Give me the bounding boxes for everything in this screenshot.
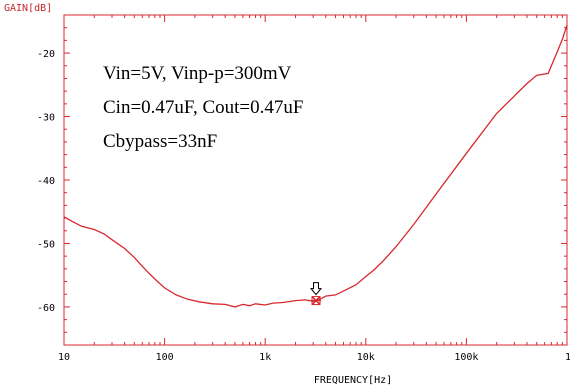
axis-ticks: -20 -30 -40 -50 -60 10 100 1k 10k 100k 1M <box>37 15 570 363</box>
y-tick-label: -50 <box>37 239 55 250</box>
annotation-line-3: Cbypass=33nF <box>103 131 217 152</box>
x-tick-label: 10 <box>58 352 70 363</box>
y-tick-label: -30 <box>37 113 55 124</box>
x-tick-label: 100 <box>156 352 174 363</box>
x-tick-label: 1M <box>565 352 570 363</box>
y-tick-label: -60 <box>37 303 55 314</box>
annotation-line-2: Cin=0.47uF, Cout=0.47uF <box>103 97 303 118</box>
x-axis-title: FREQUENCY[Hz] <box>314 375 392 386</box>
annotation-block: Vin=5V, Vinp-p=300mV Cin=0.47uF, Cout=0.… <box>103 63 303 152</box>
y-tick-label: -40 <box>37 176 55 187</box>
y-axis-title: GAIN[dB] <box>4 3 52 14</box>
cursor-marker <box>309 282 323 306</box>
x-tick-label: 1k <box>259 352 271 363</box>
annotation-line-1: Vin=5V, Vinp-p=300mV <box>103 63 292 84</box>
x-tick-label: 100k <box>454 352 478 363</box>
marker-arrow <box>309 282 323 296</box>
y-tick-label: -20 <box>37 49 55 60</box>
x-tick-label: 10k <box>357 352 375 363</box>
gain-curve-line <box>63 24 568 308</box>
